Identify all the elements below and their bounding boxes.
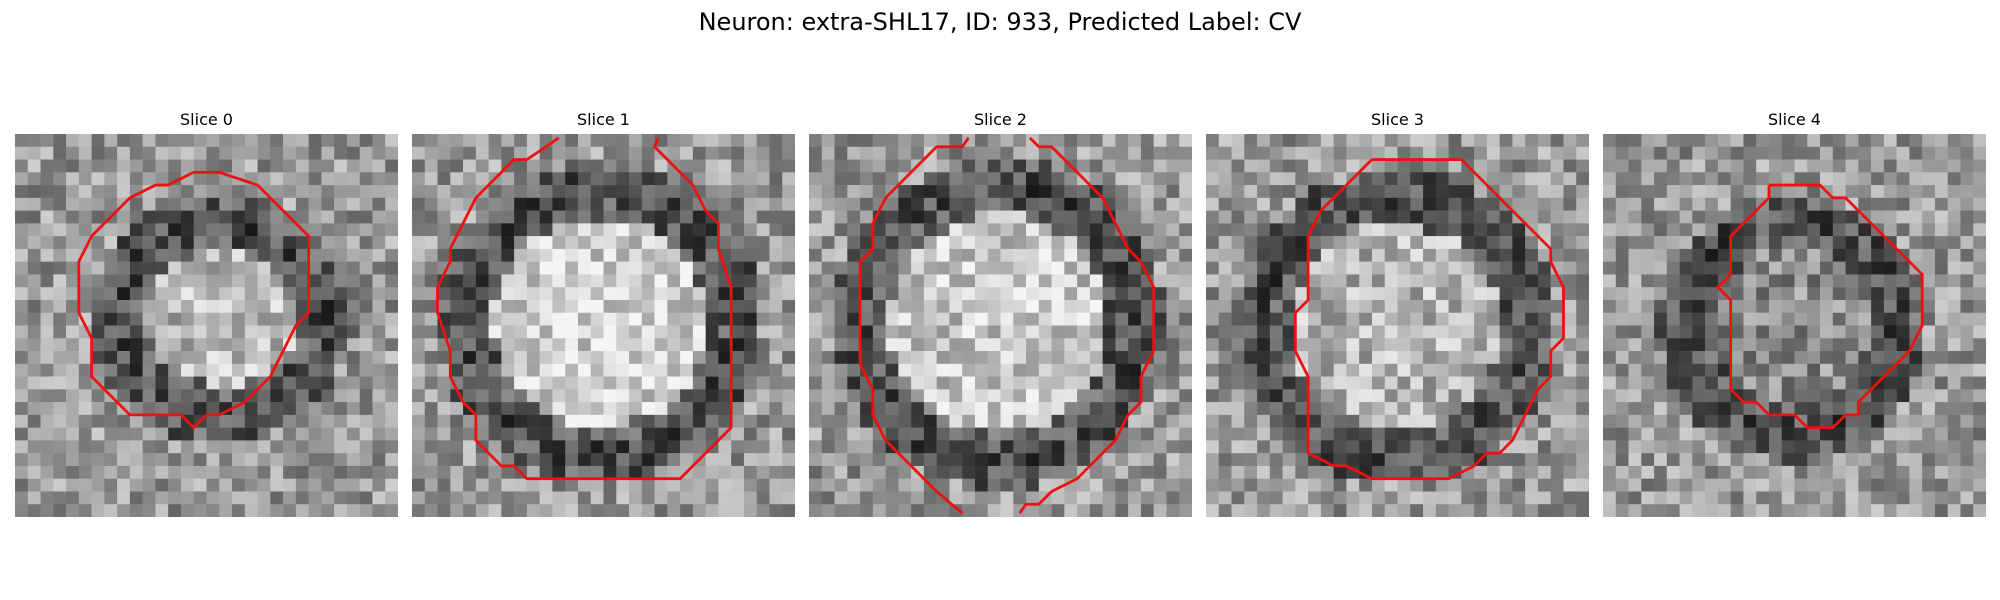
roi-contour-4 <box>1716 183 1924 430</box>
roi-contour-0 <box>77 170 311 430</box>
slice-image-3 <box>1206 134 1589 517</box>
figure-title: Neuron: extra-SHL17, ID: 933, Predicted … <box>698 8 1302 36</box>
slice-title-2: Slice 2 <box>974 110 1027 129</box>
slice-title-0: Slice 0 <box>180 110 233 129</box>
roi-contour-1a <box>436 136 733 481</box>
roi-contour-3 <box>1293 158 1565 481</box>
slice-image-1 <box>412 134 795 517</box>
slice-image-2 <box>809 134 1192 517</box>
slice-image-4 <box>1603 134 1986 517</box>
roi-contour-2b <box>1018 136 1156 514</box>
slice-title-3: Slice 3 <box>1371 110 1424 129</box>
slice-image-0 <box>15 134 398 517</box>
roi-contour-2a <box>858 137 970 515</box>
slice-title-4: Slice 4 <box>1768 110 1821 129</box>
slice-title-1: Slice 1 <box>577 110 630 129</box>
